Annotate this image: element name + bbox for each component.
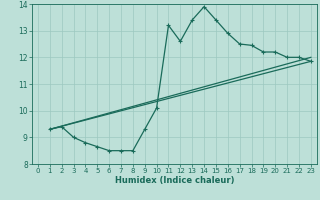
X-axis label: Humidex (Indice chaleur): Humidex (Indice chaleur)	[115, 176, 234, 185]
